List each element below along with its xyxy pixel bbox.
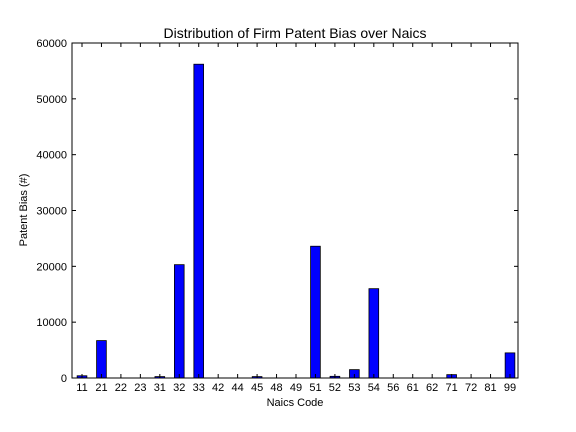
y-axis-label: Patent Bias (#) [18,174,30,247]
y-tick-label-60000: 60000 [36,38,67,50]
x-tick-label-56: 56 [387,382,399,394]
x-tick-label-23: 23 [134,382,146,394]
bar-33 [194,64,204,378]
bars-group [77,64,515,378]
y-tick-label-30000: 30000 [36,206,67,218]
y-axis: 0 10000 20000 30000 40000 50000 60000 [36,38,518,385]
bar-32 [174,265,184,378]
y-tick-label-40000: 40000 [36,150,67,162]
x-tick-label-21: 21 [95,382,107,394]
x-tick-label-99: 99 [504,382,516,394]
plot-area-frame [72,43,518,378]
y-tick-label-10000: 10000 [36,317,67,329]
x-tick-label-11: 11 [76,382,87,394]
x-tick-label-53: 53 [348,382,360,394]
x-tick-label-71: 71 [446,382,458,394]
bar-21 [97,341,107,378]
x-tick-label-45: 45 [251,382,263,394]
x-tick-label-49: 49 [290,382,302,394]
x-tick-label-72: 72 [465,382,477,394]
chart-title: Distribution of Firm Patent Bias over Na… [164,25,427,41]
x-tick-label-61: 61 [407,382,419,394]
x-tick-label-62: 62 [426,382,438,394]
x-tick-label-48: 48 [270,382,282,394]
x-tick-label-44: 44 [232,382,244,394]
x-tick-label-81: 81 [484,382,496,394]
y-tick-label-20000: 20000 [36,261,67,273]
x-axis-label: Naics Code [267,397,324,409]
x-tick-label-32: 32 [173,382,185,394]
x-tick-label-54: 54 [368,382,380,394]
x-tick-label-22: 22 [115,382,127,394]
y-tick-label-50000: 50000 [36,94,67,106]
x-tick-label-31: 31 [154,382,166,394]
bar-54 [369,289,379,378]
x-tick-label-52: 52 [329,382,341,394]
y-tick-label-0: 0 [61,373,67,385]
x-tick-label-51: 51 [309,382,321,394]
x-tick-label-33: 33 [193,382,205,394]
x-tick-label-42: 42 [212,382,224,394]
bar-51 [311,246,321,378]
x-axis: 11 21 22 23 31 32 33 42 44 45 48 49 51 52 53 54 56 61 62 71… [76,43,516,394]
